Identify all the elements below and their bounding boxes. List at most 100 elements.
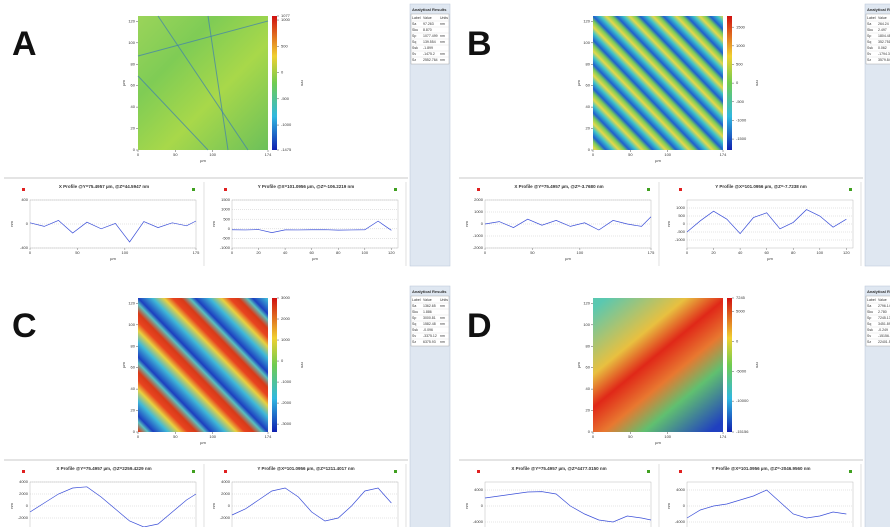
- y-tick-label: 1500: [221, 197, 231, 202]
- height-map: [138, 298, 268, 432]
- colorbar-unit: nm: [755, 80, 760, 86]
- y-tick-label: 100: [128, 322, 135, 327]
- y-tick-label: 40: [131, 386, 136, 391]
- y-tick-label: 100: [583, 40, 590, 45]
- results-cell: Sa: [867, 304, 871, 308]
- colorbar-unit: nm: [755, 362, 760, 368]
- results-cell: 2796.14: [878, 304, 890, 308]
- colorbar-tick-label: 500: [736, 62, 743, 67]
- profile-line: [29, 486, 197, 527]
- colorbar-tick-label: 0: [281, 358, 284, 363]
- y-tick-label: 0: [228, 226, 231, 231]
- results-cell: nm: [440, 322, 445, 326]
- x-tick-label: 0: [137, 434, 140, 439]
- results-cell: Sq: [412, 322, 416, 326]
- y-axis-label: nm: [464, 221, 469, 227]
- panel: C 0 50 100 174 0 20 40 60 80 100 120 µm µm 3000 2000 100…: [4, 285, 451, 527]
- y-tick-label: 0: [683, 503, 686, 508]
- marker-green: [647, 188, 650, 191]
- colorbar-tick-label: -2000: [281, 400, 292, 405]
- marker-red: [679, 470, 682, 473]
- y-tick-label: 40: [586, 386, 591, 391]
- results-cell: -0.249: [878, 328, 888, 332]
- y-tick-label: 20: [131, 408, 136, 413]
- y-axis-label: µm: [121, 362, 126, 368]
- y-tick-label: 80: [586, 61, 591, 66]
- x-tick-label: 174: [720, 152, 727, 157]
- results-cell: 3579.84: [878, 58, 890, 62]
- y-tick-label: 0: [133, 429, 136, 434]
- x-tick-label: 0: [592, 152, 595, 157]
- results-header: Label: [412, 16, 421, 20]
- y-tick-label: 40: [586, 104, 591, 109]
- results-header: Value: [423, 16, 432, 20]
- colorbar-tick-label: 2000: [281, 316, 291, 321]
- y-tick-label: 20: [586, 408, 591, 413]
- x-axis-label: µm: [312, 256, 318, 261]
- profile-line: [29, 219, 197, 243]
- results-cell: Sku: [412, 28, 418, 32]
- colorbar-tick-label: 1000: [281, 17, 291, 22]
- y-axis-label: µm: [121, 80, 126, 86]
- marker-red: [477, 470, 480, 473]
- y-tick-label: 120: [128, 300, 135, 305]
- y-axis-label: nm: [9, 221, 14, 227]
- results-header: Value: [878, 16, 887, 20]
- y-tick-label: -2000: [220, 515, 231, 520]
- y-tick-label: 60: [586, 83, 591, 88]
- results-cell: Ssk: [412, 328, 418, 332]
- marker-green: [394, 470, 397, 473]
- colorbar-tick-label: -3000: [281, 421, 292, 426]
- colorbar-tick-label: 0: [736, 338, 739, 343]
- height-map: [593, 16, 723, 150]
- plot-area: [231, 481, 399, 527]
- x-tick-label: 40: [283, 250, 288, 255]
- y-tick-label: 0: [26, 503, 29, 508]
- results-cell: Sp: [867, 316, 871, 320]
- y-axis-label: nm: [464, 503, 469, 509]
- marker-red: [224, 470, 227, 473]
- profile-title: X Profile @Y=75.4957 µm, @Z=4477.0150 nm: [511, 466, 606, 471]
- y-tick-label: 500: [678, 213, 685, 218]
- results-cell: 2.780: [878, 310, 887, 314]
- x-tick-label: 100: [664, 152, 671, 157]
- y-axis-label: nm: [211, 221, 216, 227]
- y-axis-label: µm: [576, 362, 581, 368]
- results-cell: 352.751: [878, 40, 890, 44]
- results-cell: nm: [440, 340, 445, 344]
- panel-label: B: [467, 25, 492, 63]
- colorbar-tick-label: 7245: [736, 295, 746, 300]
- results-cell: Sz: [412, 340, 416, 344]
- y-tick-label: -4000: [473, 519, 484, 524]
- results-header: Value: [423, 298, 432, 302]
- colorbar-tick-label: 1000: [281, 337, 291, 342]
- results-cell: 2.497: [878, 28, 887, 32]
- results-cell: Sv: [867, 334, 871, 338]
- results-cell: Sku: [412, 310, 418, 314]
- plot-area: [484, 481, 652, 527]
- x-axis-label: µm: [200, 158, 206, 163]
- y-tick-label: 1000: [676, 205, 686, 210]
- x-tick-label: 100: [577, 250, 584, 255]
- results-cell: Sq: [867, 322, 871, 326]
- profile-title: X Profile @Y=75.4957 µm, @Z=2259.4229 nm: [56, 466, 151, 471]
- results-cell: 2552.764: [423, 58, 438, 62]
- x-tick-label: 0: [592, 434, 595, 439]
- y-tick-label: 0: [228, 503, 231, 508]
- y-axis-label: nm: [9, 503, 14, 509]
- x-axis-label: µm: [110, 256, 116, 261]
- results-cell: Sp: [412, 316, 416, 320]
- results-cell: -1.899: [423, 46, 433, 50]
- results-cell: Sq: [412, 40, 416, 44]
- y-tick-label: -400: [20, 245, 29, 250]
- results-cell: -3375.12: [423, 334, 437, 338]
- results-cell: Sq: [867, 40, 871, 44]
- results-header: Units: [440, 16, 448, 20]
- results-cell: Sku: [867, 310, 873, 314]
- y-tick-label: -500: [222, 235, 231, 240]
- marker-green: [192, 470, 195, 473]
- colorbar: [727, 16, 732, 150]
- y-tick-label: 60: [131, 83, 136, 88]
- colorbar-tick-label: -10000: [736, 398, 749, 403]
- results-cell: 97.263: [423, 22, 434, 26]
